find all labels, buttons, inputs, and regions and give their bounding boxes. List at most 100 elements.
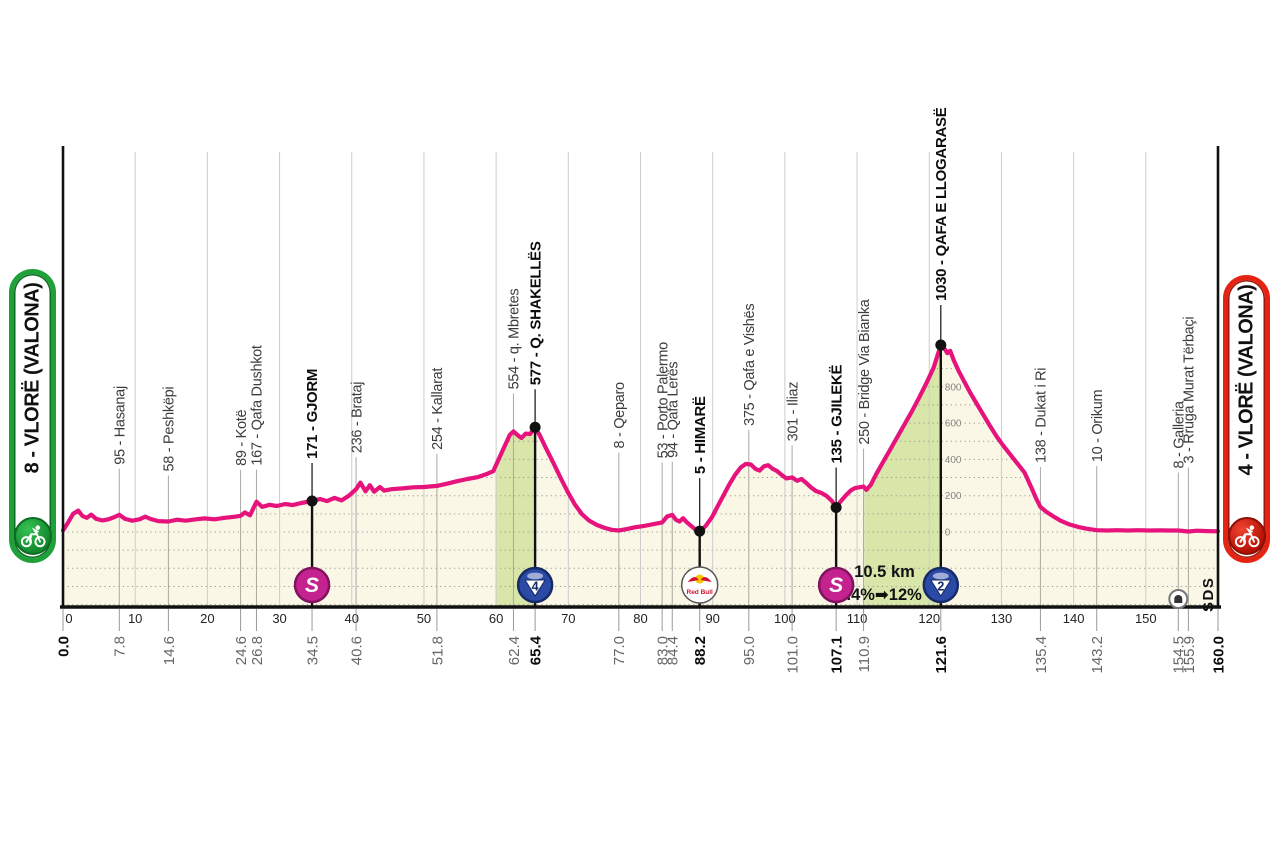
km-label: 121.6 (933, 636, 950, 674)
summit-dot (935, 339, 947, 351)
category-badge-number: 4 (532, 580, 539, 594)
waypoint-label: 3 - Rruga Murat Tërbaçi (1182, 317, 1198, 464)
waypoint-label: 135 - GJILEKË (828, 365, 845, 464)
redbull-sun (695, 574, 705, 584)
km-label: 107.1 (829, 636, 846, 674)
climb-segment-fill (864, 345, 941, 607)
x-tick-label: 60 (489, 611, 503, 626)
x-tick-label: 80 (633, 611, 647, 626)
profile-line (60, 342, 1221, 534)
summit-dot (694, 525, 706, 537)
x-tick-label: 20 (200, 611, 214, 626)
x-tick-label: 100 (774, 611, 796, 626)
waypoint-label: 95 - Hasanaj (113, 386, 129, 465)
waypoint-label: 10 - Orikum (1090, 390, 1106, 463)
x-tick-label: 130 (991, 611, 1013, 626)
finish-badge: 4 - VLORË (VALONA) (1223, 275, 1270, 563)
x-tick-label: 140 (1063, 611, 1085, 626)
km-label: 51.8 (429, 636, 446, 665)
x-tick-label: 30 (272, 611, 286, 626)
km-label: 101.0 (784, 636, 801, 674)
finish-badge-label: 4 - VLORË (VALONA) (1235, 284, 1257, 476)
category-badge-highlight (932, 572, 949, 580)
elevation-scale-label: 600 (945, 419, 962, 430)
km-label: 26.8 (249, 636, 266, 665)
km-label: 62.4 (506, 636, 523, 665)
waypoint-label: 171 - GJORM (304, 369, 321, 459)
km-label: 34.5 (304, 636, 321, 665)
km-label: 95.0 (741, 636, 758, 665)
km-label: 40.6 (348, 636, 365, 665)
redbull-badge-text: Red Bull (687, 589, 714, 596)
waypoint-label: 138 - Dukat i Ri (1034, 368, 1050, 463)
tunnel-icon-arch (1174, 595, 1183, 603)
start-badge-label: 8 - VLORË (VALONA) (21, 282, 43, 474)
waypoint-label: 94 - Qafa Lerës (665, 362, 681, 458)
km-label: 24.6 (233, 636, 250, 665)
category-badge-highlight (527, 572, 544, 580)
elevation-scale-label: 200 (945, 491, 962, 502)
waypoint-label: 167 - Qafa Dushkot (250, 345, 266, 466)
climb-note-gradient: 7.4%➡12% (837, 586, 922, 604)
x-tick-label: 110 (847, 611, 868, 626)
waypoint-label: 1030 - QAFA E LLOGARASË (933, 107, 950, 301)
km-label: 14.6 (161, 636, 178, 665)
waypoint-label: 89 - Kotë (234, 409, 250, 465)
start-cyclist-icon (13, 517, 52, 555)
summit-dot (830, 501, 842, 513)
x-tick-label: 40 (345, 611, 359, 626)
climb-segment-fill (495, 427, 536, 607)
waypoint-label: 58 - Peshkëpi (162, 387, 178, 472)
sprint-badge (293, 566, 331, 604)
elevation-scale-label: 800 (945, 382, 962, 393)
sprint-badge (817, 566, 855, 604)
waypoint-label: 250 - Bridge Via Bianka (857, 298, 873, 444)
km-label: 110.9 (856, 636, 873, 672)
sds-credit: SDS (1200, 577, 1217, 612)
category-badge-triangle (929, 579, 952, 597)
waypoint-label: 8 - Galleria (1171, 400, 1187, 469)
finish-cyclist-icon (1227, 517, 1266, 555)
climb-note-length: 10.5 km (854, 563, 915, 581)
x-tick-label: 0 (65, 611, 72, 626)
km-label: 65.4 (528, 635, 545, 665)
km-label: 77.0 (611, 636, 628, 665)
km-label: 0.0 (55, 636, 72, 657)
elevation-scale-label: 0 (945, 528, 951, 539)
x-tick-label: 120 (918, 611, 940, 626)
km-label: 135.4 (1033, 636, 1050, 674)
summit-dot (306, 495, 318, 507)
waypoint-label: 577 - Q. SHAKELLËS (527, 241, 544, 385)
waypoint-label: 254 - Kallarat (430, 368, 446, 450)
redbull-bull-right (700, 576, 712, 582)
waypoint-label: 53 - Porto Palermo (655, 342, 671, 459)
category-badge-triangle (524, 579, 547, 597)
waypoint-label: 375 - Qafa e Vishës (742, 304, 758, 426)
km-label: 88.2 (692, 636, 709, 665)
km-label: 154.5 (1171, 636, 1188, 674)
elevation-scale-label: 400 (945, 455, 962, 466)
waypoint-label: 554 - q. Mbretes (507, 289, 523, 390)
x-tick-label: 10 (128, 611, 142, 626)
x-tick-label: 150 (1135, 611, 1157, 626)
x-tick-label: 90 (705, 611, 719, 626)
redbull-badge (680, 566, 719, 604)
km-label: 84.4 (665, 636, 682, 665)
sprint-badge-letter: S (829, 574, 843, 597)
km-label: 155.9 (1181, 636, 1198, 674)
summit-dot (529, 421, 541, 433)
category-badge-number: 2 (937, 580, 944, 594)
waypoint-label: 236 - Brataj (349, 382, 365, 453)
km-label: 83.0 (655, 636, 672, 665)
waypoint-label: 5 - HIMARË (692, 396, 709, 474)
km-label: 7.8 (112, 636, 129, 657)
waypoint-label: 301 - Iliaz (785, 382, 801, 442)
sprint-badge-letter: S (305, 574, 319, 597)
redbull-bull-left (687, 576, 699, 582)
waypoint-label: 8 - Qeparo (612, 382, 628, 449)
km-label: 160.0 (1210, 636, 1227, 674)
km-label: 143.2 (1089, 636, 1106, 674)
x-tick-label: 50 (417, 611, 431, 626)
